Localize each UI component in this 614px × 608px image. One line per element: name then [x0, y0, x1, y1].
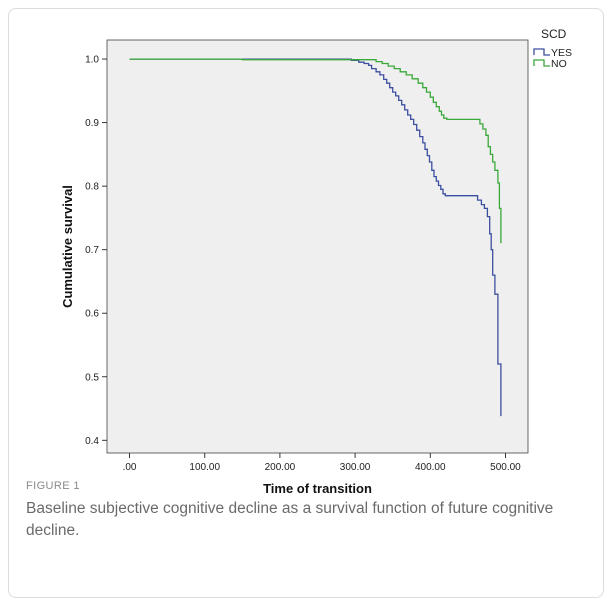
- x-axis-title: Time of transition: [263, 481, 372, 496]
- y-tick-label: 1.0: [85, 55, 99, 66]
- y-tick-label: 0.6: [85, 309, 99, 320]
- y-tick-label: 0.8: [85, 182, 99, 193]
- x-tick-label: 100.00: [189, 462, 220, 473]
- y-tick-label: 0.5: [85, 372, 99, 383]
- legend-title: SCD: [541, 27, 567, 41]
- legend-label-no: NO: [551, 58, 567, 70]
- x-tick-label: 500.00: [490, 462, 521, 473]
- series-line-yes: [129, 58, 502, 417]
- legend-swatch-yes: [533, 48, 550, 56]
- x-tick-label: 400.00: [415, 462, 446, 473]
- y-tick-label: 0.9: [85, 118, 99, 129]
- series-layer: [129, 58, 502, 417]
- y-axis: 0.4 0.5 0.6 0.7 0.8 0.9 1.0: [85, 55, 107, 447]
- y-axis-title: Cumulative survival: [60, 185, 75, 308]
- y-tick-label: 0.7: [85, 245, 99, 256]
- y-tick-label: 0.4: [85, 436, 99, 447]
- x-axis: .00 100.00 200.00 300.00 400.00 500.00: [123, 453, 521, 473]
- figure-caption: Baseline subjective cognitive decline as…: [26, 500, 554, 539]
- x-tick-label: .00: [123, 462, 137, 473]
- figure-label: FIGURE 1: [26, 480, 80, 492]
- legend-label-yes: YES: [551, 47, 572, 59]
- legend-swatch-no: [533, 59, 550, 67]
- x-tick-label: 200.00: [265, 462, 296, 473]
- x-tick-label: 300.00: [340, 462, 371, 473]
- series-line-no: [129, 58, 502, 244]
- plot-area: [106, 39, 529, 454]
